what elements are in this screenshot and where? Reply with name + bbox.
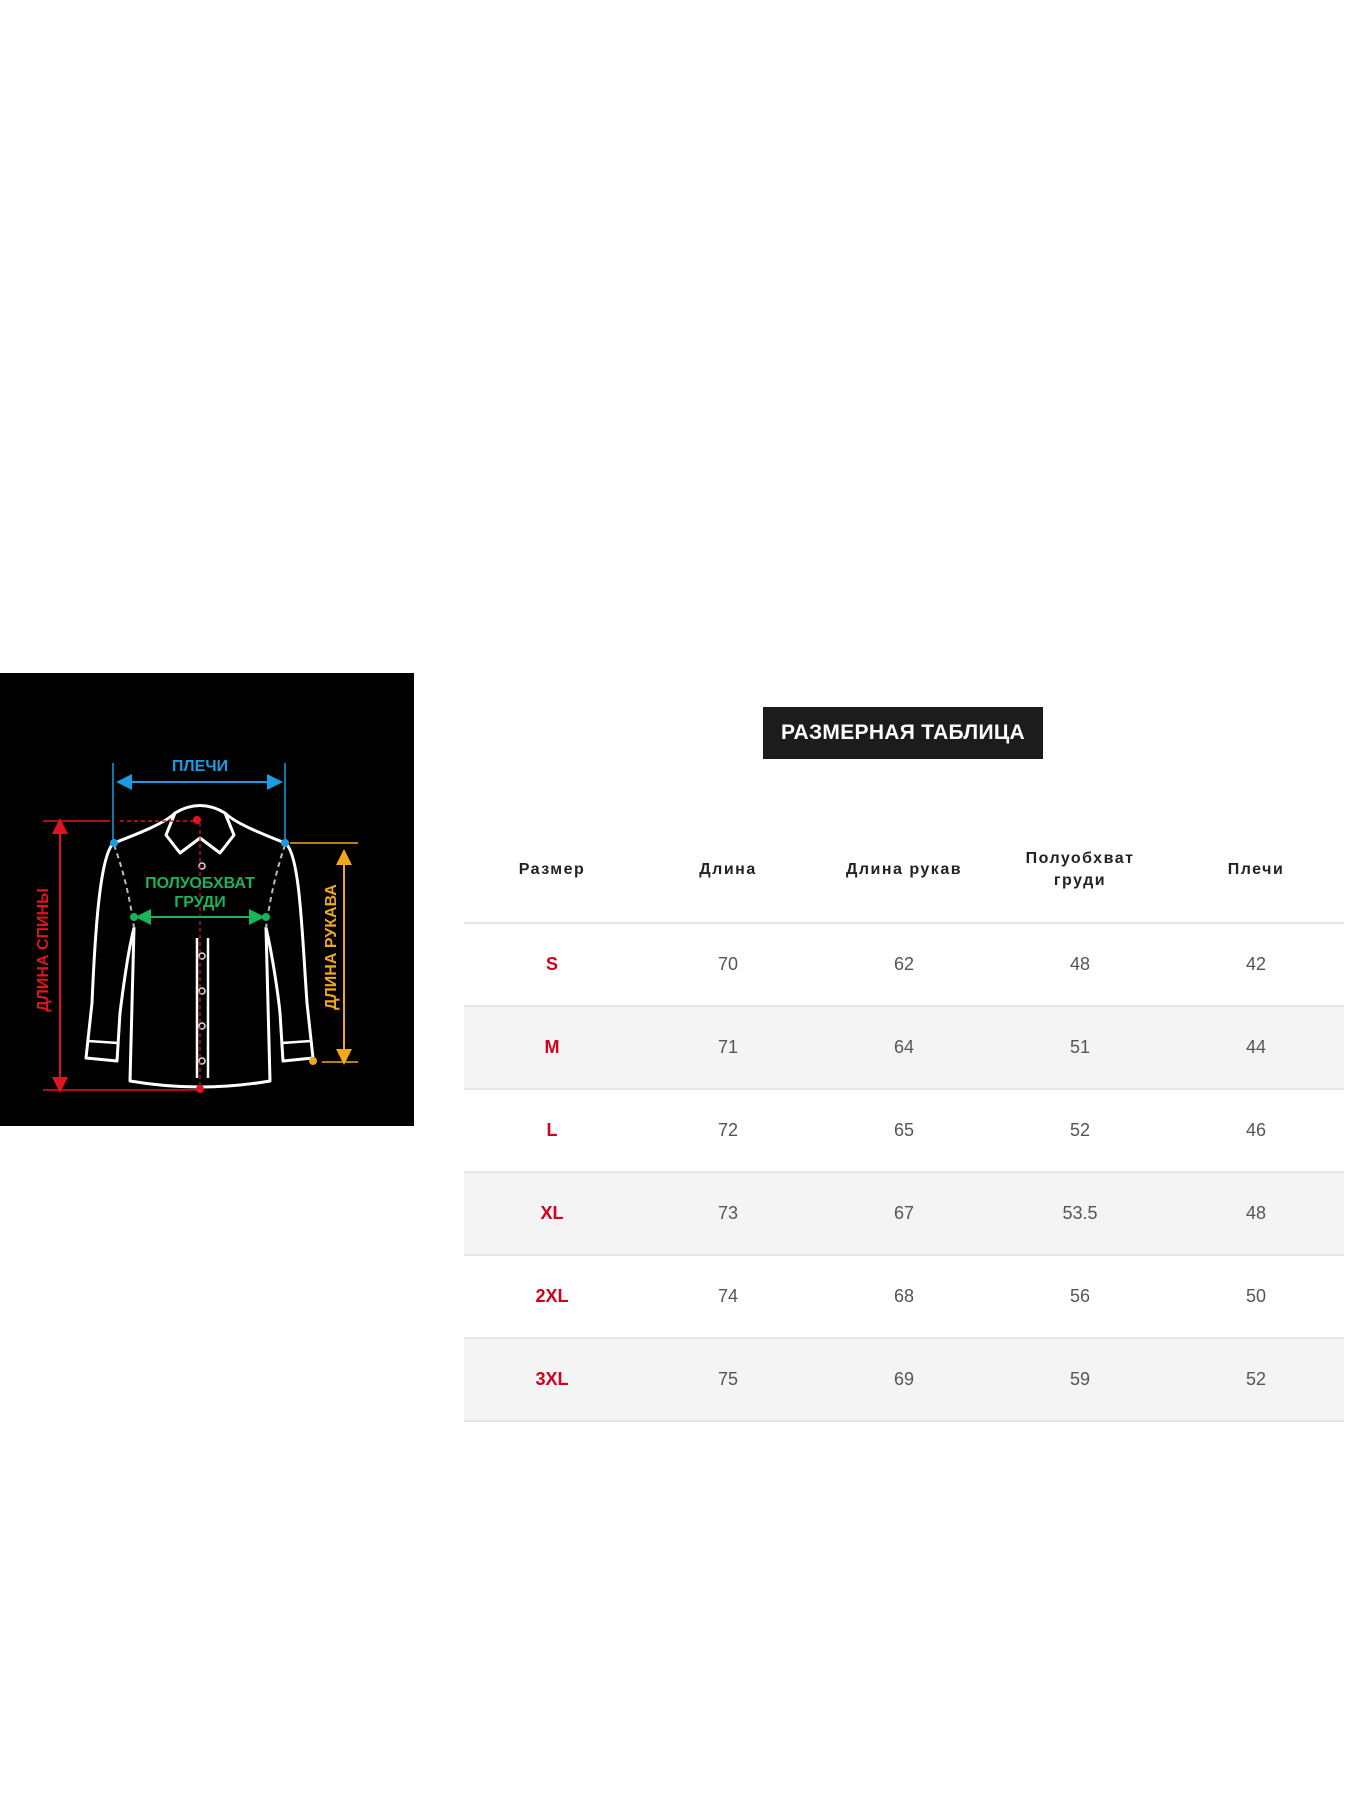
cell-sleeve-length: 62 [893, 954, 915, 974]
shirt-illustration: ПЛЕЧИ ДЛИНА СПИНЫ ДЛИНА РУКАВА ПОЛУОБХВА… [35, 758, 358, 1093]
table-row: M 71 64 51 44 [464, 1007, 1344, 1090]
header-shoulders: Плечи [1227, 860, 1285, 878]
cell-length: 75 [717, 1369, 739, 1389]
cell-size: 3XL [535, 1369, 569, 1389]
table-row: S 70 62 48 42 [464, 924, 1344, 1007]
header-length: Длина [699, 860, 757, 878]
shoulders-measure: ПЛЕЧИ [110, 758, 289, 847]
chest-label-line2: ГРУДИ [174, 894, 226, 911]
cell-length: 72 [717, 1120, 739, 1140]
cell-half-chest: 59 [1069, 1369, 1091, 1389]
size-chart-title: РАЗМЕРНАЯ ТАБЛИЦА [763, 707, 1043, 759]
back-length-measure: ДЛИНА СПИНЫ [35, 816, 204, 1093]
cell-length: 73 [717, 1203, 739, 1223]
cell-size: XL [540, 1203, 564, 1223]
cell-half-chest: 48 [1069, 954, 1091, 974]
cell-shoulders: 42 [1245, 954, 1267, 974]
cell-length: 71 [717, 1037, 739, 1057]
cell-sleeve-length: 67 [893, 1203, 915, 1223]
header-half-chest: Полуобхват груди [1025, 849, 1135, 889]
cell-shoulders: 44 [1245, 1037, 1267, 1057]
table-row: 3XL 75 69 59 52 [464, 1339, 1344, 1422]
chest-measure: ПОЛУОБХВАТ ГРУДИ [130, 875, 270, 925]
header-size: Размер [518, 860, 586, 878]
size-table: Размер Длина Длина рукав Полуобхват груд… [464, 817, 1344, 1422]
cell-size: L [546, 1120, 558, 1140]
cell-size: 2XL [535, 1286, 569, 1306]
cell-size: S [545, 954, 558, 974]
cell-half-chest: 52 [1069, 1120, 1091, 1140]
cell-shoulders: 50 [1245, 1286, 1267, 1306]
cell-shoulders: 48 [1245, 1203, 1267, 1223]
shoulders-label: ПЛЕЧИ [172, 758, 228, 775]
cell-sleeve-length: 68 [893, 1286, 915, 1306]
table-row: 2XL 74 68 56 50 [464, 1256, 1344, 1339]
cell-shoulders: 52 [1245, 1369, 1267, 1389]
sleeve-length-measure: ДЛИНА РУКАВА [290, 842, 358, 1065]
button-icons [198, 862, 206, 1065]
table-header: Размер Длина Длина рукав Полуобхват груд… [464, 817, 1344, 924]
cell-sleeve-length: 69 [893, 1369, 915, 1389]
sleeve-length-label: ДЛИНА РУКАВА [323, 884, 340, 1010]
cell-length: 70 [717, 954, 739, 974]
shirt-measurement-diagram: ПЛЕЧИ ДЛИНА СПИНЫ ДЛИНА РУКАВА ПОЛУОБХВА… [0, 673, 414, 1126]
cell-half-chest: 53.5 [1062, 1203, 1098, 1223]
cell-sleeve-length: 64 [893, 1037, 915, 1057]
chest-label-line1: ПОЛУОБХВАТ [145, 875, 255, 892]
cell-sleeve-length: 65 [893, 1120, 915, 1140]
table-row: XL 73 67 53.5 48 [464, 1173, 1344, 1256]
cell-size: M [544, 1037, 560, 1057]
table-row: L 72 65 52 46 [464, 1090, 1344, 1173]
header-sleeve-length: Длина рукав [845, 860, 963, 878]
cell-length: 74 [717, 1286, 739, 1306]
cell-shoulders: 46 [1245, 1120, 1267, 1140]
cell-half-chest: 51 [1069, 1037, 1091, 1057]
cell-half-chest: 56 [1069, 1286, 1091, 1306]
back-length-label: ДЛИНА СПИНЫ [35, 888, 52, 1011]
